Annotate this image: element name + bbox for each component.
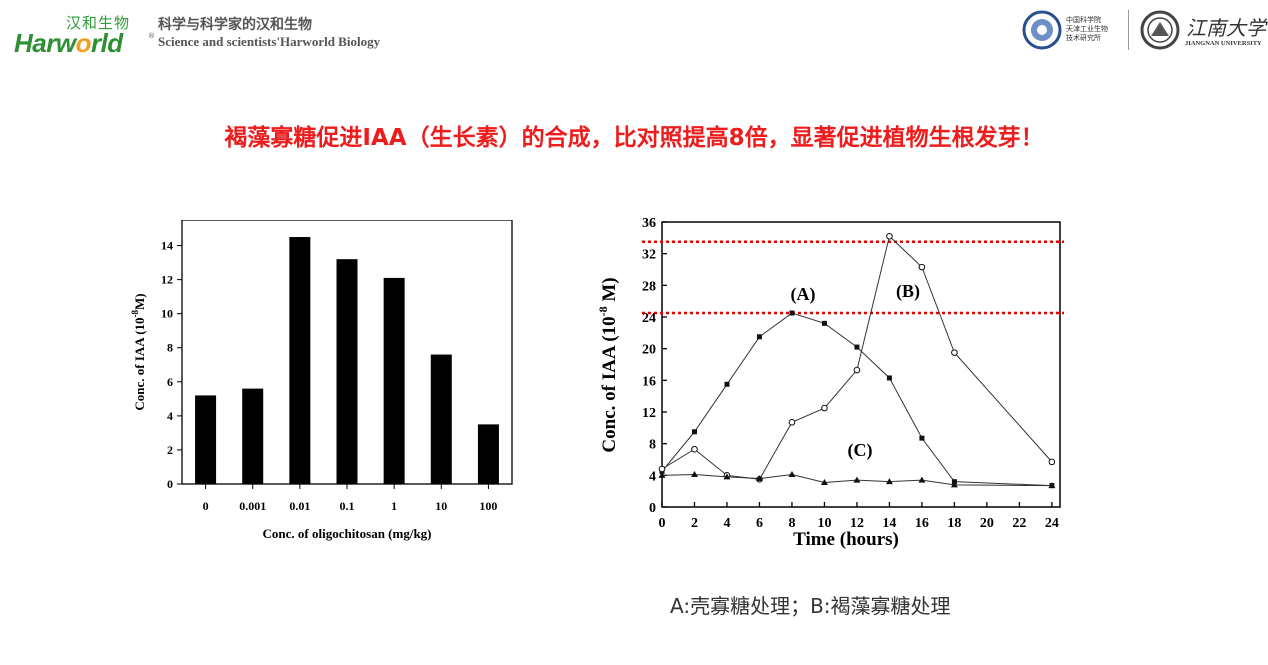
bar-xtick-label: 0.01 xyxy=(289,499,310,513)
line-xtick-label: 22 xyxy=(1012,516,1026,531)
bar-ytick-label: 8 xyxy=(167,341,173,355)
line-xtick-label: 2 xyxy=(691,516,698,531)
bar-ytick-label: 12 xyxy=(161,273,173,287)
bar xyxy=(242,388,264,484)
line-chart-xlabel: Time (hours) xyxy=(793,529,899,550)
line-ytick-label: 24 xyxy=(642,311,656,326)
bar-xtick-label: 0.1 xyxy=(340,499,355,513)
series-b-point xyxy=(886,232,893,240)
series-label-c: (C) xyxy=(848,440,873,461)
series-a-point xyxy=(789,310,795,316)
line-xtick-label: 6 xyxy=(756,516,763,531)
line-xtick-label: 10 xyxy=(817,516,831,531)
bar-ytick-label: 0 xyxy=(167,477,173,491)
series-label-b: (B) xyxy=(896,281,920,302)
series-c-point xyxy=(658,471,666,478)
institute-name: 中国科学院 天津工业生物 技术研究所 xyxy=(1066,16,1108,42)
bar-xtick-label: 100 xyxy=(479,499,497,513)
registered-mark: ® xyxy=(148,32,155,40)
bar-xtick-label: 10 xyxy=(435,499,447,513)
line-xtick-label: 0 xyxy=(659,516,666,531)
line-ytick-label: 32 xyxy=(642,248,656,263)
series-a-point xyxy=(886,375,892,381)
series-b-point xyxy=(951,349,958,356)
series-a-point xyxy=(691,429,697,435)
bar-xtick-label: 0.001 xyxy=(239,499,266,513)
bar-chart: 0 2 4 6 8 10 12 14 0 0.001 0.01 0.1 1 10 100 Conc. of… xyxy=(130,220,513,541)
line-xtick-label: 18 xyxy=(947,516,961,531)
bar xyxy=(289,237,311,484)
bar-ytick-label: 10 xyxy=(161,307,173,321)
bar-ytick-label: 6 xyxy=(167,375,173,389)
bar-ytick-label: 4 xyxy=(167,409,173,423)
series-c-point xyxy=(723,473,731,480)
series-a-point xyxy=(821,320,827,326)
line-ytick-label: 8 xyxy=(649,438,656,453)
bar xyxy=(430,354,452,484)
line-xtick-label: 16 xyxy=(915,516,929,531)
bar-xtick-label: 1 xyxy=(391,499,397,513)
series-c-point xyxy=(788,471,796,478)
line-xtick-label: 14 xyxy=(882,516,896,531)
series-c-point xyxy=(755,475,763,481)
series-c-point xyxy=(1048,482,1056,489)
headline: 褐藻寡糖促进IAA（生长素）的合成，比对照提高8倍，显著促进植物生根发芽！ xyxy=(224,125,1044,151)
slogan-chinese: 科学与科学家的汉和生物 xyxy=(158,17,312,33)
line-ytick-label: 12 xyxy=(642,406,656,421)
bar-ytick-label: 14 xyxy=(161,239,173,253)
header-divider xyxy=(1128,10,1129,50)
series-a-point xyxy=(854,344,860,350)
series-c-point xyxy=(885,478,893,485)
institute-seal-icon xyxy=(1022,10,1062,50)
university-name-english: JIANGNAN UNIVERSITY xyxy=(1185,40,1262,47)
line-xtick-label: 8 xyxy=(788,516,795,531)
logo-chinese-text: 汉和生物 xyxy=(66,14,131,32)
bar-xtick-label: 0 xyxy=(203,499,209,513)
line-chart-frame xyxy=(661,221,1061,508)
university-seal-icon xyxy=(1140,10,1180,50)
bar xyxy=(383,277,405,484)
series-c-point xyxy=(820,478,828,485)
series-c-point xyxy=(853,476,861,483)
line-ytick-label: 16 xyxy=(642,374,656,389)
bar xyxy=(195,395,217,484)
line-xtick-label: 24 xyxy=(1045,516,1059,531)
series-b-point xyxy=(821,404,828,412)
series-b-point xyxy=(658,465,666,473)
bar-ytick-label: 2 xyxy=(167,443,173,457)
logo-english-text: Harworld xyxy=(14,28,123,58)
line-xtick-label: 4 xyxy=(723,516,730,531)
bar-chart-xlabel: Conc. of oligochitosan (mg/kg) xyxy=(263,526,432,541)
series-a-point xyxy=(724,381,730,387)
series-c-point xyxy=(950,481,958,488)
series-a-point xyxy=(756,334,762,340)
slogan-english: Science and scientists'Harworld Biology xyxy=(158,34,381,49)
line-xtick-label: 12 xyxy=(850,516,864,531)
series-b-point xyxy=(691,445,698,453)
bar xyxy=(477,424,499,484)
line-chart-ylabel: Conc. of IAA (10-8 M) xyxy=(596,277,620,452)
series-label-a: (A) xyxy=(791,284,816,305)
line-ytick-label: 28 xyxy=(642,279,656,294)
bar-chart-ylabel: Conc. of IAA (10-8M) xyxy=(130,293,147,410)
bar xyxy=(336,259,358,484)
line-ytick-label: 0 xyxy=(649,501,656,516)
line-ytick-label: 36 xyxy=(642,216,656,231)
line-ytick-label: 20 xyxy=(642,343,656,358)
series-b-point xyxy=(918,263,926,271)
series-c-point xyxy=(690,471,698,478)
line-xtick-label: 20 xyxy=(980,516,994,531)
series-b-point xyxy=(788,418,796,426)
harworld-logo: 汉和生物 Harworld ® xyxy=(14,12,155,58)
line-ytick-label: 4 xyxy=(649,469,656,484)
series-c-point xyxy=(918,476,926,483)
university-name-chinese: 江南大学 xyxy=(1186,16,1266,40)
series-b-point xyxy=(1048,458,1056,466)
legend-caption: A:壳寡糖处理；B:褐藻寡糖处理 xyxy=(670,594,951,618)
series-b-point xyxy=(853,366,861,374)
series-a-point xyxy=(919,435,925,441)
